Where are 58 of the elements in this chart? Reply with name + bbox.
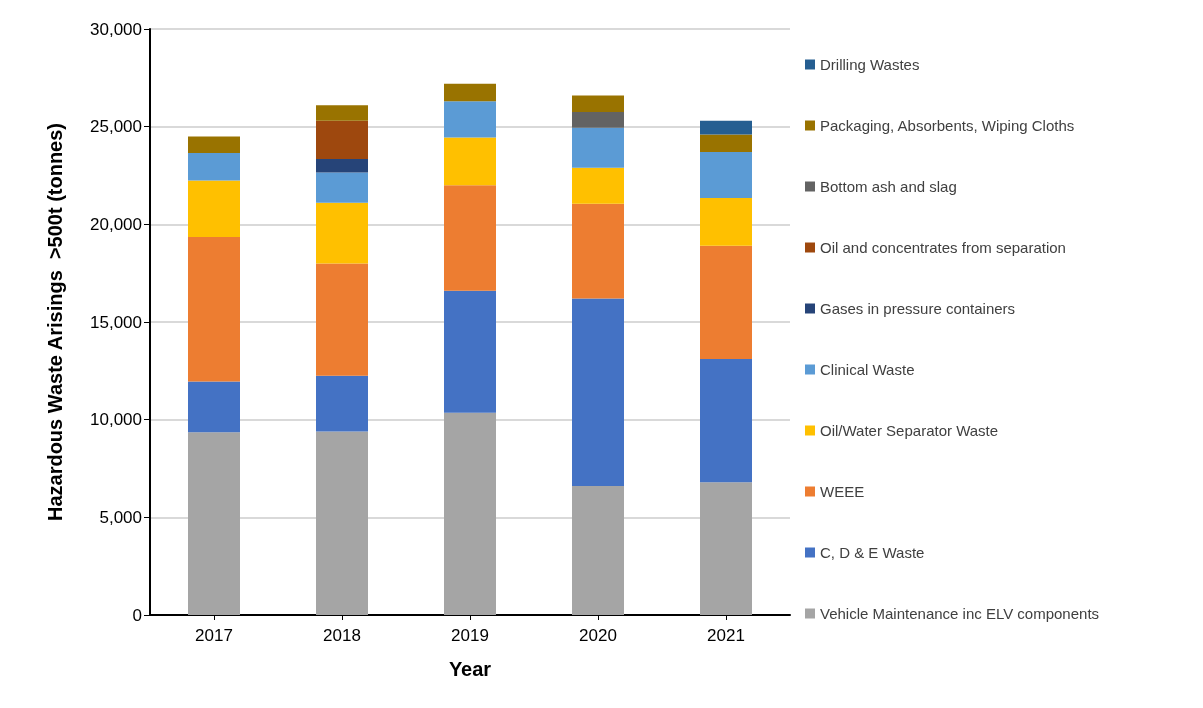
bar bbox=[188, 180, 240, 238]
x-tick-label: 2019 bbox=[451, 626, 489, 645]
legend-label: Oil/Water Separator Waste bbox=[820, 422, 999, 439]
bar bbox=[700, 120, 752, 135]
bar bbox=[444, 412, 496, 615]
y-tick-label: 0 bbox=[132, 605, 142, 625]
bar bbox=[444, 137, 496, 186]
bar bbox=[188, 381, 240, 433]
y-tick-label: 25,000 bbox=[90, 117, 142, 137]
legend-label: Clinical Waste bbox=[820, 361, 915, 378]
bar bbox=[572, 95, 624, 113]
bar bbox=[444, 185, 496, 291]
bar bbox=[316, 202, 368, 264]
bar bbox=[700, 245, 752, 360]
x-tick-label: 2020 bbox=[579, 626, 617, 645]
bar bbox=[188, 136, 240, 154]
x-tick-label: 2021 bbox=[707, 626, 745, 645]
bar bbox=[572, 127, 624, 168]
legend-label: C, D & E Waste bbox=[820, 544, 925, 561]
bar bbox=[316, 120, 368, 159]
bar bbox=[316, 105, 368, 121]
y-tick-label: 15,000 bbox=[90, 312, 142, 332]
y-tick-label: 10,000 bbox=[90, 410, 142, 430]
legend-label: Gases in pressure containers bbox=[820, 300, 1016, 317]
bar bbox=[700, 359, 752, 483]
bar bbox=[572, 167, 624, 204]
bar bbox=[316, 375, 368, 432]
bar bbox=[700, 197, 752, 246]
legend-label: WEEE bbox=[820, 483, 865, 500]
legend-label: Oil and concentrates from separation bbox=[820, 239, 1066, 256]
bar bbox=[572, 298, 624, 487]
bar bbox=[316, 158, 368, 173]
legend-label: Bottom ash and slag bbox=[820, 178, 957, 195]
legend-label: Packaging, Absorbents, Wiping Cloths bbox=[820, 117, 1075, 134]
legend-label: Drilling Wastes bbox=[820, 56, 920, 73]
legend-label: Vehicle Maintenance inc ELV components bbox=[820, 605, 1100, 622]
bar bbox=[700, 152, 752, 198]
y-tick-label: 5,000 bbox=[99, 507, 142, 527]
bar bbox=[188, 237, 240, 382]
y-tick-label: 20,000 bbox=[90, 214, 142, 234]
bar bbox=[316, 431, 368, 615]
x-tick-label: 2018 bbox=[323, 626, 361, 645]
bar bbox=[700, 134, 752, 153]
bar bbox=[572, 486, 624, 615]
bar bbox=[316, 172, 368, 203]
bar bbox=[572, 112, 624, 128]
y-axis-title: Hazardous Waste Arisings >500t (tonnes) bbox=[44, 122, 66, 522]
bar bbox=[316, 263, 368, 376]
bar bbox=[444, 101, 496, 138]
bar bbox=[572, 203, 624, 299]
bar bbox=[188, 432, 240, 615]
bar bbox=[188, 153, 240, 181]
x-tick-label: 2017 bbox=[195, 626, 233, 645]
bar bbox=[444, 83, 496, 102]
bar bbox=[700, 482, 752, 615]
y-tick-label: 30,000 bbox=[90, 19, 142, 39]
x-axis-title: Year bbox=[448, 658, 492, 680]
bar bbox=[444, 290, 496, 413]
